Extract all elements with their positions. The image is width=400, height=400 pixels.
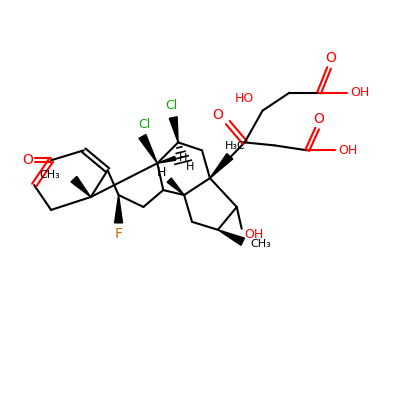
Text: HO: HO — [235, 92, 254, 105]
Polygon shape — [139, 134, 157, 163]
Text: OH: OH — [244, 228, 263, 241]
Text: O: O — [326, 51, 336, 65]
Polygon shape — [210, 154, 233, 178]
Text: O: O — [314, 112, 325, 126]
Polygon shape — [71, 176, 91, 197]
Text: Cl: Cl — [165, 99, 177, 112]
Text: OH: OH — [338, 144, 358, 157]
Polygon shape — [169, 117, 178, 142]
Text: H: H — [179, 153, 187, 163]
Text: O: O — [22, 153, 33, 167]
Text: Cl: Cl — [138, 118, 150, 131]
Text: OH: OH — [350, 86, 370, 99]
Text: CH₃: CH₃ — [40, 170, 60, 180]
Text: H: H — [156, 166, 166, 179]
Text: H₃C: H₃C — [224, 141, 245, 151]
Text: CH₃: CH₃ — [250, 239, 271, 249]
Text: F: F — [114, 227, 122, 241]
Text: O: O — [212, 108, 223, 122]
Polygon shape — [157, 156, 176, 163]
Polygon shape — [114, 195, 122, 223]
Text: H: H — [186, 162, 194, 172]
Polygon shape — [218, 230, 244, 245]
Polygon shape — [167, 178, 184, 195]
